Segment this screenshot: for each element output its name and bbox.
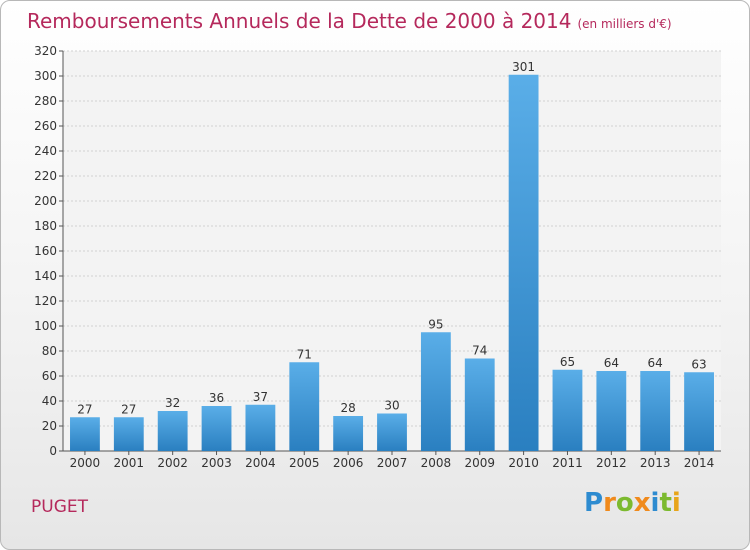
y-tick-label: 120 [34,294,57,308]
x-tick-label: 2004 [245,456,276,470]
bar [684,372,714,451]
x-tick-label: 2011 [552,456,583,470]
y-tick-label: 240 [34,144,57,158]
data-label: 64 [604,356,619,370]
x-tick-label: 2005 [289,456,320,470]
data-label: 27 [77,402,92,416]
x-tick-label: 2013 [640,456,671,470]
y-tick-label: 220 [34,169,57,183]
y-tick-label: 40 [42,394,57,408]
data-label: 95 [428,317,443,331]
y-tick-label: 0 [49,444,57,458]
bar [640,371,671,451]
y-tick-label: 200 [34,194,57,208]
bar [289,362,320,451]
y-tick-label: 320 [34,44,57,58]
data-label: 65 [560,355,575,369]
bar [113,417,144,451]
proxiti-logo: Proxiti [584,488,681,518]
y-tick-label: 280 [34,94,57,108]
bar [333,416,364,451]
y-tick-label: 180 [34,219,57,233]
y-tick-label: 20 [42,419,57,433]
data-label: 32 [165,396,180,410]
y-tick-label: 260 [34,119,57,133]
bar [70,417,100,451]
chart-subtitle: (en milliers d'€) [577,17,672,31]
data-label: 27 [121,402,136,416]
data-label: 301 [512,60,535,74]
data-label: 74 [472,344,487,358]
data-label: 71 [297,347,312,361]
y-tick-label: 300 [34,69,57,83]
commune-name: PUGET [31,497,88,517]
data-label: 28 [340,401,355,415]
x-tick-label: 2002 [157,456,188,470]
data-label: 64 [648,356,663,370]
x-tick-label: 2006 [333,456,364,470]
y-tick-label: 80 [42,344,57,358]
x-tick-label: 2001 [114,456,145,470]
x-tick-label: 2000 [70,456,101,470]
bar [420,332,451,451]
x-tick-label: 2014 [684,456,715,470]
y-tick-label: 160 [34,244,57,258]
data-label: 37 [253,390,268,404]
bar [377,413,407,451]
bar [552,369,583,451]
bar [464,358,495,451]
chart-title: Remboursements Annuels de la Dette de 20… [27,9,672,33]
y-tick-label: 100 [34,319,57,333]
x-tick-label: 2003 [201,456,232,470]
x-tick-label: 2009 [464,456,495,470]
bar [508,74,539,451]
bar [201,406,232,451]
x-tick-label: 2008 [421,456,452,470]
bar [596,371,627,451]
x-tick-label: 2007 [377,456,408,470]
x-tick-label: 2010 [508,456,539,470]
x-tick-label: 2012 [596,456,627,470]
y-tick-label: 60 [42,369,57,383]
bar [245,404,276,451]
data-label: 30 [384,399,399,413]
bar [157,411,188,451]
data-label: 36 [209,391,224,405]
data-label: 63 [691,357,706,371]
y-tick-label: 140 [34,269,57,283]
